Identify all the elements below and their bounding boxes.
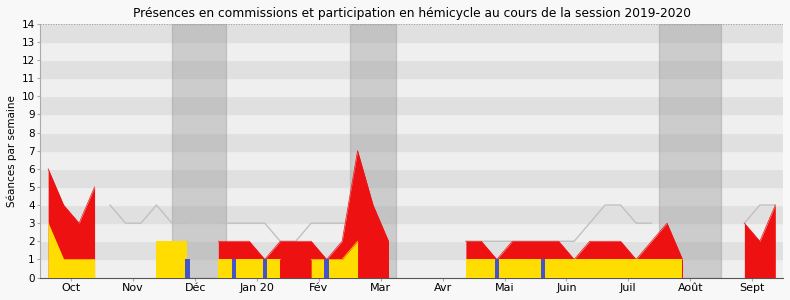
Bar	[262, 260, 267, 278]
Bar	[40, 78, 783, 96]
Bar	[541, 260, 545, 278]
Bar	[40, 42, 783, 60]
Bar	[40, 223, 783, 241]
Bar	[660, 24, 721, 278]
Bar	[40, 115, 783, 133]
Y-axis label: Séances par semaine: Séances par semaine	[7, 95, 17, 207]
Bar	[40, 260, 783, 278]
Bar	[40, 24, 783, 42]
Bar	[350, 24, 397, 278]
Bar	[40, 151, 783, 169]
Bar	[40, 60, 783, 78]
Bar	[325, 260, 329, 278]
Bar	[40, 187, 783, 205]
Bar	[40, 241, 783, 260]
Bar	[40, 169, 783, 187]
Bar	[40, 205, 783, 223]
Bar	[40, 133, 783, 151]
Bar	[495, 260, 499, 278]
Title: Présences en commissions et participation en hémicycle au cours de la session 20: Présences en commissions et participatio…	[133, 7, 690, 20]
Bar	[40, 96, 783, 115]
Bar	[172, 24, 226, 278]
Bar	[185, 260, 190, 278]
Bar	[231, 260, 236, 278]
